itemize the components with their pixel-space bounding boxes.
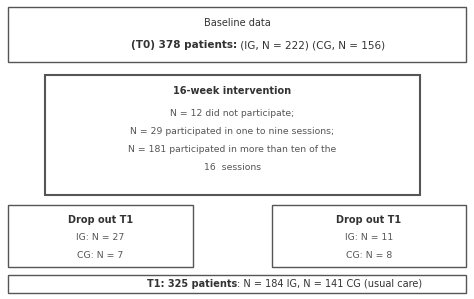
Bar — [8, 275, 466, 293]
Text: CG: N = 7: CG: N = 7 — [77, 251, 124, 260]
Bar — [45, 75, 420, 195]
Text: (IG, N = 222) (CG, N = 156): (IG, N = 222) (CG, N = 156) — [237, 40, 385, 50]
Text: N = 29 participated in one to nine sessions;: N = 29 participated in one to nine sessi… — [130, 126, 335, 135]
Text: 16-week intervention: 16-week intervention — [173, 86, 292, 96]
Text: IG: N = 27: IG: N = 27 — [76, 234, 125, 242]
Text: IG: N = 11: IG: N = 11 — [345, 234, 393, 242]
Text: Drop out T1: Drop out T1 — [337, 215, 401, 225]
Text: T1: 325 patients: T1: 325 patients — [147, 279, 237, 289]
Bar — [8, 7, 466, 62]
Text: 16  sessions: 16 sessions — [204, 162, 261, 172]
Text: (T0) 378 patients:: (T0) 378 patients: — [131, 40, 237, 50]
Text: N = 12 did not participate;: N = 12 did not participate; — [170, 109, 295, 118]
Text: Baseline data: Baseline data — [204, 18, 270, 28]
Text: CG: N = 8: CG: N = 8 — [346, 251, 392, 260]
Text: : N = 184 IG, N = 141 CG (usual care): : N = 184 IG, N = 141 CG (usual care) — [237, 279, 422, 289]
Bar — [8, 205, 193, 267]
Text: Drop out T1: Drop out T1 — [68, 215, 133, 225]
Text: N = 181 participated in more than ten of the: N = 181 participated in more than ten of… — [128, 144, 337, 153]
Bar — [272, 205, 466, 267]
